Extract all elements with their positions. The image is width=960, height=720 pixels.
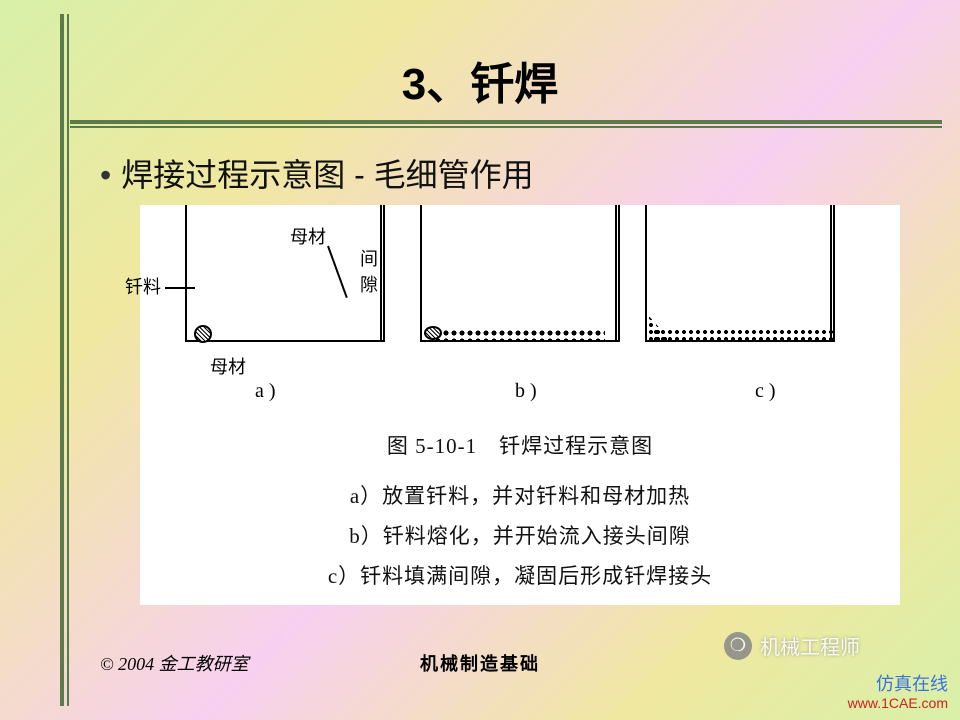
- panel-c: c ): [645, 205, 865, 385]
- leader-line: [380, 267, 382, 327]
- divider-h-thin: [70, 126, 942, 128]
- panel-label-b: b ): [515, 380, 537, 403]
- gap-line: [615, 205, 620, 340]
- panel-label-a: a ): [255, 380, 276, 403]
- slide: 3、钎焊 • 焊接过程示意图 - 毛细管作用 钎料 母材 间隙 母材 a ): [0, 0, 960, 720]
- melt-layer: [435, 330, 605, 340]
- figure-caption: 图 5-10-1 钎焊过程示意图: [140, 430, 900, 460]
- page-title: 3、钎焊: [0, 48, 960, 112]
- title-text: 3、钎焊: [402, 60, 558, 109]
- label-base-bottom: 母材: [210, 353, 246, 379]
- watermark-line2: www.1CAE.com: [848, 695, 948, 712]
- caption-c: c）钎料填满间隙，凝固后形成钎焊接头: [140, 560, 900, 590]
- wechat-icon: ❍: [724, 632, 752, 660]
- footer-copyright: © 2004 金工教研室: [100, 650, 249, 676]
- watermark-wechat-text: 机械工程师: [760, 631, 860, 660]
- panel-b: b ): [420, 205, 640, 385]
- label-solder: 钎料: [125, 273, 161, 299]
- base-line: [645, 340, 835, 342]
- label-gap: 间隙: [360, 245, 390, 297]
- gap-line: [830, 205, 835, 340]
- divider-v-thin: [67, 14, 69, 706]
- panel-a: 钎料 母材 间隙 母材 a ): [170, 205, 390, 385]
- solder-drop-icon: [424, 326, 442, 340]
- solder-ball-icon: [194, 325, 212, 343]
- leader-line: [327, 246, 348, 298]
- caption-a: a）放置钎料，并对钎料和母材加热: [140, 480, 900, 510]
- figure: 钎料 母材 间隙 母材 a ) b ): [140, 205, 900, 605]
- melt-layer: [653, 329, 833, 340]
- divider-h-thick: [70, 120, 942, 124]
- wall: [420, 205, 422, 340]
- wall: [185, 205, 187, 340]
- bullet-icon: •: [100, 157, 111, 193]
- wall: [645, 205, 647, 340]
- figure-panels: 钎料 母材 间隙 母材 a ) b ): [140, 205, 900, 405]
- caption-b: b）钎料熔化，并开始流入接头间隙: [140, 520, 900, 550]
- base-line: [420, 340, 620, 342]
- leader-line: [165, 287, 195, 289]
- subtitle-text: 焊接过程示意图 - 毛细管作用: [121, 157, 533, 193]
- panel-label-c: c ): [755, 380, 776, 403]
- watermark-wechat: ❍ 机械工程师: [724, 631, 860, 660]
- watermark-line1: 仿真在线: [848, 674, 948, 696]
- watermark-site: 仿真在线 www.1CAE.com: [848, 674, 948, 712]
- base-line: [185, 340, 385, 342]
- subtitle: • 焊接过程示意图 - 毛细管作用: [100, 150, 534, 196]
- divider-v-thick: [60, 14, 64, 706]
- label-base-top: 母材: [290, 223, 326, 249]
